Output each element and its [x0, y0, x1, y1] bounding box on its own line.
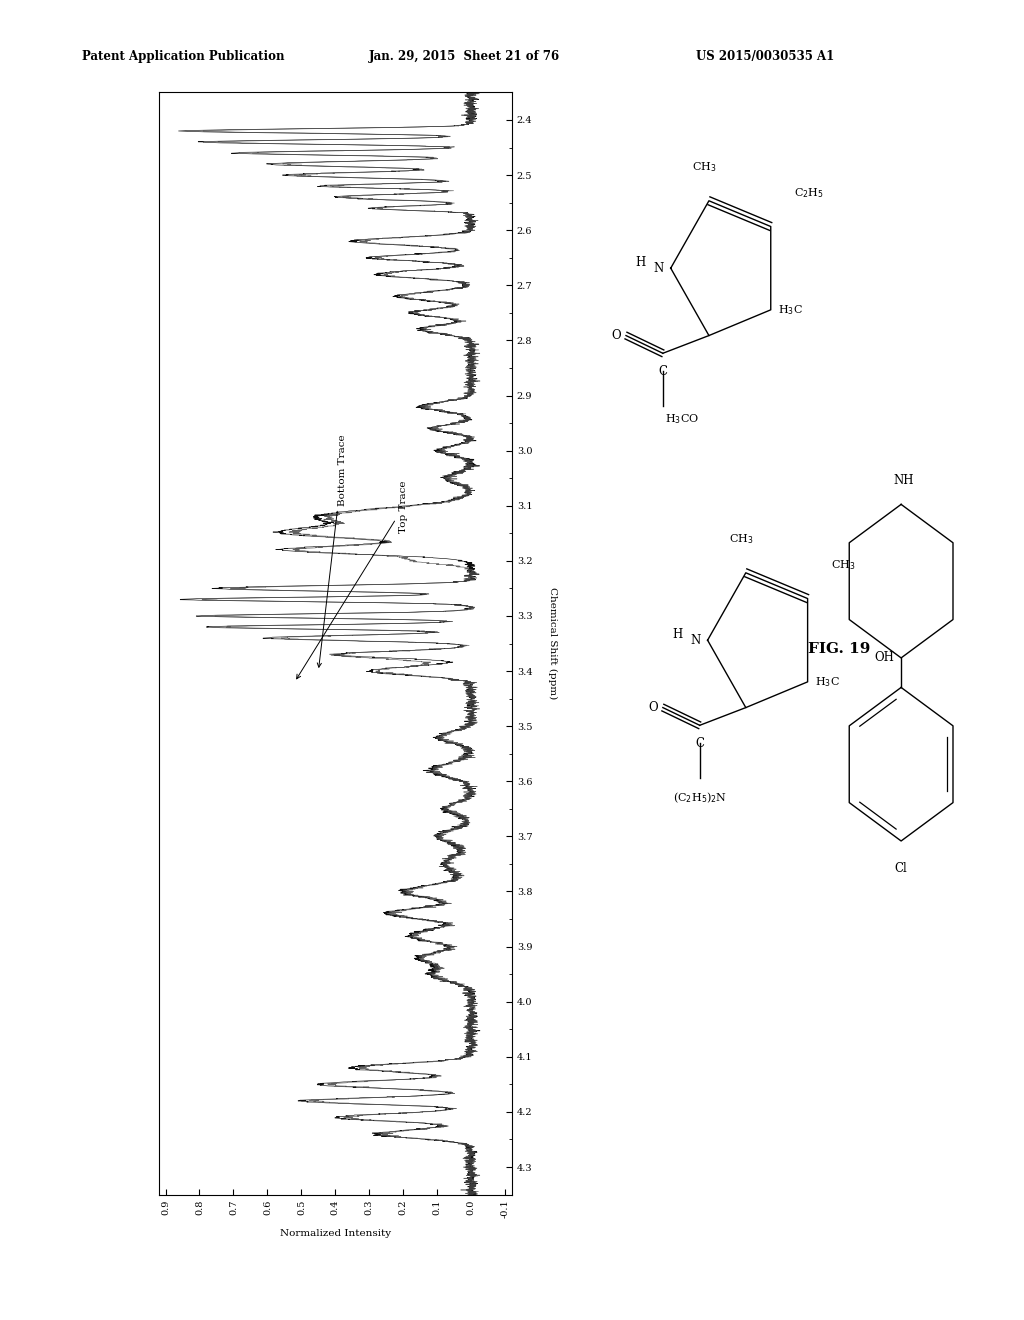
Text: Jan. 29, 2015  Sheet 21 of 76: Jan. 29, 2015 Sheet 21 of 76 — [369, 50, 560, 63]
Text: H: H — [635, 256, 645, 269]
Text: CH$_3$: CH$_3$ — [692, 161, 717, 174]
Text: Top Trace: Top Trace — [297, 480, 408, 678]
Text: Cl: Cl — [895, 862, 907, 875]
Text: H$_3$C: H$_3$C — [814, 675, 840, 689]
Text: CH$_3$: CH$_3$ — [729, 532, 754, 546]
Text: C: C — [658, 366, 668, 378]
Text: H$_3$C: H$_3$C — [777, 302, 803, 317]
Text: N: N — [690, 634, 700, 647]
Text: NH: NH — [893, 474, 913, 487]
Text: H$_3$CO: H$_3$CO — [666, 412, 699, 426]
Text: C$_2$H$_5$: C$_2$H$_5$ — [794, 186, 823, 199]
Text: C: C — [695, 737, 705, 750]
Text: H: H — [672, 628, 682, 640]
Text: CH$_3$: CH$_3$ — [830, 558, 855, 572]
Text: O: O — [611, 329, 622, 342]
Text: O: O — [648, 701, 658, 714]
Text: Patent Application Publication: Patent Application Publication — [82, 50, 285, 63]
Text: (C$_2$H$_5$)$_2$N: (C$_2$H$_5$)$_2$N — [673, 791, 727, 805]
Text: FIG. 19: FIG. 19 — [809, 643, 870, 656]
Text: Bottom Trace: Bottom Trace — [317, 434, 347, 667]
X-axis label: Normalized Intensity: Normalized Intensity — [280, 1229, 391, 1238]
Y-axis label: Chemical Shift (ppm): Chemical Shift (ppm) — [549, 587, 557, 700]
Text: N: N — [653, 261, 664, 275]
Text: OH: OH — [874, 651, 894, 664]
Text: US 2015/0030535 A1: US 2015/0030535 A1 — [696, 50, 835, 63]
